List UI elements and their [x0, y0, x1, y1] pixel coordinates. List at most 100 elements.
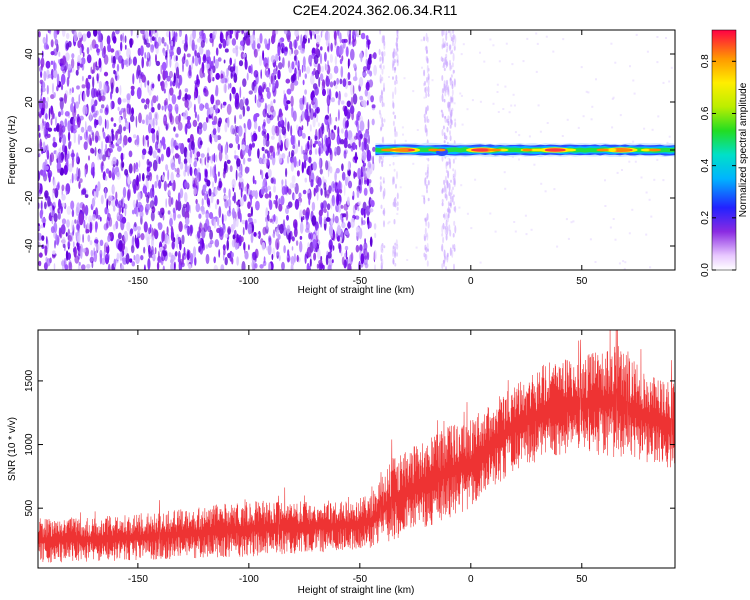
- speckle-cell: [82, 233, 84, 243]
- speckle-cell: [234, 242, 239, 250]
- speckle-cell: [445, 161, 448, 170]
- speckle-cell: [300, 48, 305, 54]
- speckle-cell: [150, 211, 155, 222]
- speckle-cell: [383, 187, 386, 197]
- speckle-cell: [179, 188, 184, 199]
- speckle-cell: [450, 74, 453, 78]
- speckle-cell: [394, 67, 396, 71]
- speckle-cell: [261, 170, 264, 180]
- speckle-cell: [329, 81, 334, 88]
- speckle-cell: [394, 80, 397, 86]
- speckle-cell: [334, 171, 337, 182]
- speckle-cell: [177, 192, 181, 203]
- speckle-cell: [379, 94, 382, 104]
- speckle-cell: [343, 203, 349, 211]
- speckle-cell: [175, 55, 178, 62]
- speckle-cell: [396, 37, 398, 43]
- speckle-cell: [666, 141, 669, 144]
- speckle-cell: [104, 107, 109, 116]
- speckle-cell: [154, 111, 159, 122]
- speckle-cell: [334, 146, 337, 157]
- speckle-cell: [401, 126, 404, 129]
- speckle-cell: [379, 57, 381, 63]
- speckle-cell: [155, 30, 157, 34]
- speckle-cell: [326, 189, 331, 197]
- speckle-cell: [427, 179, 430, 186]
- speckle-cell: [443, 80, 446, 86]
- speckle-cell: [209, 106, 215, 117]
- speckle-cell: [284, 117, 287, 128]
- speckle-cell: [184, 181, 189, 189]
- speckle-cell: [496, 91, 499, 93]
- speckle-cell: [522, 60, 525, 63]
- speckle-cell: [424, 117, 427, 124]
- speckle-cell: [145, 114, 149, 126]
- speckle-cell: [183, 42, 188, 52]
- speckle-cell: [614, 238, 617, 241]
- speckle-cell: [423, 197, 426, 205]
- speckle-cell: [98, 115, 103, 126]
- speckle-cell: [363, 140, 367, 151]
- speckle-cell: [184, 192, 188, 203]
- speckle-cell: [553, 188, 556, 191]
- speckle-cell: [67, 235, 73, 242]
- speckle-cell: [388, 76, 390, 78]
- speckle-cell: [360, 32, 366, 40]
- speckle-cell: [184, 162, 188, 173]
- speckle-cell: [92, 113, 98, 118]
- speckle-cell: [452, 38, 455, 43]
- speckle-cell: [306, 246, 312, 258]
- speckle-cell: [653, 178, 656, 181]
- speckle-cell: [273, 178, 276, 185]
- speckle-cell: [262, 181, 264, 190]
- speckle-cell: [379, 56, 382, 62]
- speckle-cell: [242, 157, 246, 165]
- speckle-cell: [229, 165, 233, 173]
- speckle-cell: [466, 212, 469, 215]
- spectrogram-y-label: Frequency (Hz): [7, 116, 18, 185]
- speckle-cell: [199, 140, 203, 146]
- band-hotspot: [487, 148, 502, 152]
- speckle-cell: [618, 262, 621, 265]
- speckle-cell: [118, 200, 123, 209]
- speckle-cell: [104, 207, 108, 215]
- speckle-cell: [350, 96, 353, 107]
- speckle-cell: [340, 100, 345, 105]
- speckle-cell: [253, 218, 257, 224]
- speckle-cell: [120, 34, 123, 42]
- speckle-cell: [173, 209, 177, 221]
- speckle-cell: [63, 93, 67, 104]
- speckle-cell: [275, 215, 278, 225]
- speckle-cell: [45, 100, 49, 109]
- speckle-cell: [662, 81, 665, 84]
- speckle-cell: [423, 36, 426, 42]
- speckle-cell: [315, 175, 320, 184]
- speckle-cell: [306, 66, 311, 74]
- speckle-cell: [214, 203, 218, 210]
- speckle-cell: [90, 66, 93, 74]
- speckle-cell: [91, 69, 94, 74]
- speckle-cell: [634, 160, 637, 163]
- speckle-cell: [235, 45, 239, 50]
- speckle-cell: [446, 44, 449, 50]
- speckle-cell: [236, 30, 241, 34]
- speckle-cell: [271, 135, 275, 140]
- speckle-cell: [66, 76, 70, 87]
- speckle-cell: [235, 216, 239, 228]
- speckle-cell: [133, 184, 137, 194]
- speckle-cell: [62, 243, 66, 248]
- speckle-cell: [83, 91, 86, 103]
- speckle-cell: [221, 213, 224, 225]
- speckle-cell: [426, 260, 429, 267]
- speckle-cell: [383, 220, 385, 228]
- speckle-cell: [211, 37, 214, 48]
- speckle-cell: [412, 162, 415, 165]
- speckle-cell: [187, 100, 193, 109]
- speckle-cell: [344, 245, 349, 251]
- speckle-cell: [445, 169, 448, 173]
- speckle-cell: [167, 183, 170, 188]
- speckle-cell: [427, 73, 430, 80]
- speckle-cell: [539, 130, 542, 133]
- speckle-cell: [546, 122, 549, 124]
